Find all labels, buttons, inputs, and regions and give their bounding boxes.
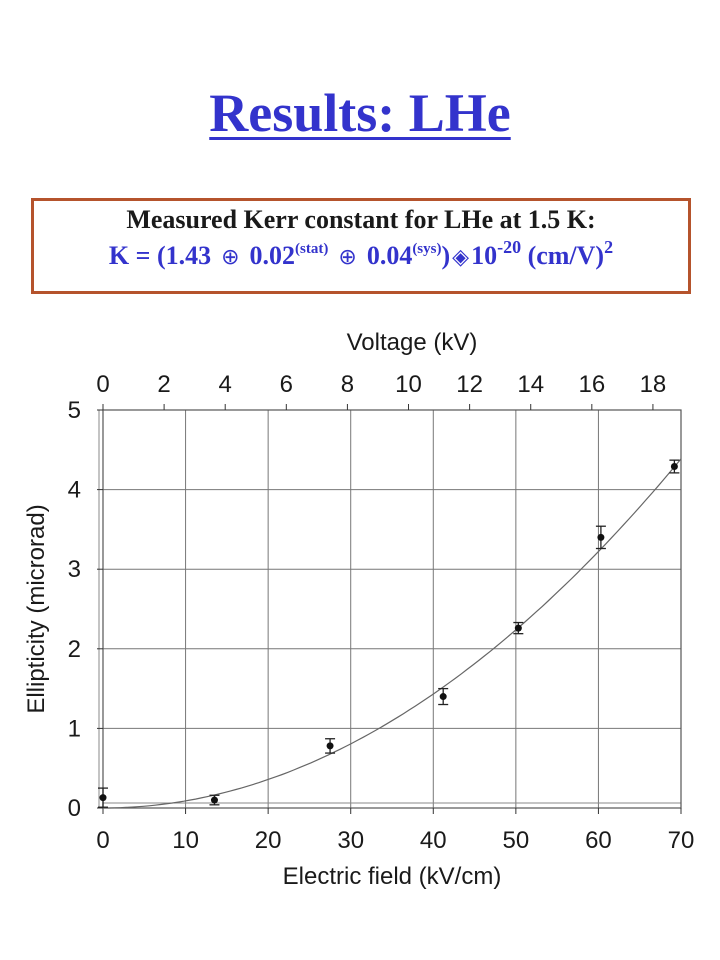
data-points — [98, 459, 680, 808]
fit-curve — [103, 458, 682, 809]
result-box: Measured Kerr constant for LHe at 1.5 K:… — [31, 198, 691, 294]
top-tick-label: 18 — [640, 371, 667, 398]
top-tick-label: 0 — [96, 371, 109, 398]
top-tick-label: 2 — [157, 371, 170, 398]
y-tick-label: 1 — [68, 715, 81, 742]
kerr-formula: K = (1.43 ⊕ 0.02(stat) ⊕ 0.04(sys))◈10-20 (c… — [34, 237, 688, 271]
stat-label: (stat) — [295, 241, 329, 257]
times-icon: ◈ — [452, 245, 470, 270]
top-tick-label: 4 — [219, 371, 232, 398]
x-tick-label: 20 — [255, 827, 282, 854]
x-tick-label: 50 — [503, 827, 530, 854]
y-tick-label: 3 — [68, 556, 81, 583]
chart-grid — [98, 409, 682, 809]
y-tick-label: 0 — [68, 795, 81, 822]
data-point — [99, 794, 107, 802]
power-exponent: -20 — [497, 237, 522, 257]
result-heading: Measured Kerr constant for LHe at 1.5 K: — [126, 205, 596, 234]
data-point — [514, 624, 522, 632]
x-tick-label: 30 — [337, 827, 364, 854]
sys-value: 0.04 — [366, 241, 413, 270]
data-point — [439, 693, 447, 701]
top-tick-label: 14 — [517, 371, 544, 398]
x-tick-label: 40 — [420, 827, 447, 854]
data-point — [670, 463, 678, 471]
unit: (cm/V) — [527, 241, 605, 270]
formula-prefix: K = (1.43 — [108, 241, 212, 270]
x-tick-label: 0 — [96, 827, 109, 854]
top-tick-label: 10 — [395, 371, 422, 398]
stat-value: 0.02 — [249, 241, 296, 270]
x-tick-label: 10 — [172, 827, 199, 854]
x-axis-label: Electric field (kV/cm) — [283, 863, 502, 890]
unit-exponent: 2 — [604, 237, 614, 257]
y-tick-label: 4 — [68, 477, 81, 504]
power-base: 10 — [471, 241, 498, 270]
plot-frame — [102, 409, 682, 809]
page-title: Results: LHe — [209, 83, 511, 143]
oplus-icon: ⊕ — [338, 245, 357, 270]
top-tick-label: 6 — [280, 371, 293, 398]
y-tick-label: 5 — [68, 397, 81, 424]
x-tick-label: 60 — [585, 827, 612, 854]
sys-label: (sys) — [412, 241, 442, 257]
oplus-icon: ⊕ — [221, 245, 240, 270]
y-tick-label: 2 — [68, 636, 81, 663]
close-paren: ) — [441, 241, 451, 270]
top-axis-label: Voltage (kV) — [347, 329, 478, 356]
top-tick-label: 16 — [578, 371, 605, 398]
y-axis-label: Ellipticity (microrad) — [23, 504, 50, 713]
data-point — [326, 742, 334, 750]
data-point — [597, 533, 605, 541]
top-tick-label: 12 — [456, 371, 483, 398]
data-point — [210, 796, 218, 804]
x-tick-label: 70 — [668, 827, 695, 854]
top-tick-label: 8 — [341, 371, 354, 398]
